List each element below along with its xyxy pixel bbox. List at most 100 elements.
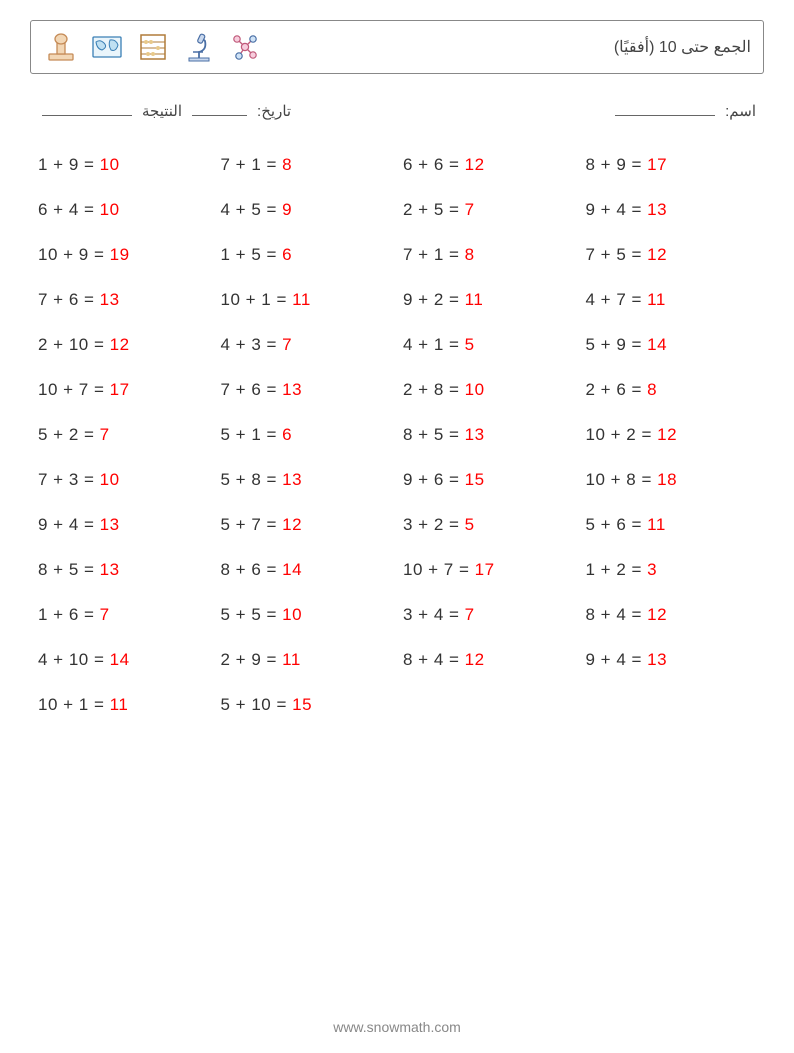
problem-answer: 10 bbox=[282, 605, 302, 624]
problem-expression: 10 + 7 = bbox=[403, 560, 475, 579]
problem-cell: 10 + 7 = 17 bbox=[38, 367, 209, 412]
problem-answer: 8 bbox=[465, 245, 475, 264]
problem-expression: 2 + 10 = bbox=[38, 335, 110, 354]
meta-name: اسم: bbox=[611, 102, 756, 120]
problem-answer: 3 bbox=[647, 560, 657, 579]
problem-expression: 4 + 3 = bbox=[221, 335, 283, 354]
problem-cell: 1 + 9 = 10 bbox=[38, 142, 209, 187]
problem-cell bbox=[586, 682, 757, 727]
problem-answer: 10 bbox=[100, 470, 120, 489]
problem-answer: 8 bbox=[282, 155, 292, 174]
problem-answer: 12 bbox=[465, 155, 485, 174]
problem-answer: 12 bbox=[110, 335, 130, 354]
problem-cell: 4 + 7 = 11 bbox=[586, 277, 757, 322]
score-blank[interactable] bbox=[42, 102, 132, 116]
problem-answer: 7 bbox=[100, 605, 110, 624]
problem-expression: 7 + 6 = bbox=[221, 380, 283, 399]
footer-url: www.snowmath.com bbox=[0, 1019, 794, 1035]
problem-answer: 17 bbox=[647, 155, 667, 174]
problem-answer: 14 bbox=[282, 560, 302, 579]
problem-cell: 10 + 2 = 12 bbox=[586, 412, 757, 457]
problem-answer: 10 bbox=[100, 155, 120, 174]
problem-cell: 8 + 9 = 17 bbox=[586, 142, 757, 187]
problem-expression: 1 + 2 = bbox=[586, 560, 648, 579]
problem-cell: 4 + 1 = 5 bbox=[403, 322, 574, 367]
problem-cell: 5 + 2 = 7 bbox=[38, 412, 209, 457]
problem-expression: 10 + 2 = bbox=[586, 425, 658, 444]
problem-expression: 8 + 4 = bbox=[586, 605, 648, 624]
problem-cell: 7 + 1 = 8 bbox=[403, 232, 574, 277]
problem-expression: 5 + 7 = bbox=[221, 515, 283, 534]
problem-answer: 13 bbox=[282, 380, 302, 399]
problem-answer: 13 bbox=[647, 200, 667, 219]
problem-expression: 4 + 10 = bbox=[38, 650, 110, 669]
problem-answer: 12 bbox=[657, 425, 677, 444]
problem-cell: 8 + 5 = 13 bbox=[38, 547, 209, 592]
problem-expression: 5 + 1 = bbox=[221, 425, 283, 444]
problem-expression: 5 + 9 = bbox=[586, 335, 648, 354]
problems-grid: 1 + 9 = 107 + 1 = 86 + 6 = 128 + 9 = 176… bbox=[30, 142, 764, 727]
problem-expression: 5 + 2 = bbox=[38, 425, 100, 444]
problem-expression: 9 + 2 = bbox=[403, 290, 465, 309]
problem-answer: 14 bbox=[647, 335, 667, 354]
molecule-icon bbox=[227, 29, 263, 65]
problem-cell: 5 + 5 = 10 bbox=[221, 592, 392, 637]
problem-cell bbox=[403, 682, 574, 727]
problem-cell: 4 + 10 = 14 bbox=[38, 637, 209, 682]
problem-cell: 2 + 8 = 10 bbox=[403, 367, 574, 412]
problem-expression: 7 + 6 = bbox=[38, 290, 100, 309]
problem-answer: 13 bbox=[100, 290, 120, 309]
problem-answer: 13 bbox=[465, 425, 485, 444]
problem-expression: 5 + 10 = bbox=[221, 695, 293, 714]
problem-cell: 5 + 1 = 6 bbox=[221, 412, 392, 457]
problem-answer: 11 bbox=[465, 290, 484, 309]
worksheet-header: الجمع حتى 10 (أفقيًا) bbox=[30, 20, 764, 74]
problem-expression: 5 + 6 = bbox=[586, 515, 648, 534]
score-label: النتيجة bbox=[142, 102, 182, 120]
meta-date-score: تاريخ: النتيجة bbox=[38, 102, 291, 120]
problem-answer: 5 bbox=[465, 515, 475, 534]
problem-cell: 7 + 3 = 10 bbox=[38, 457, 209, 502]
problem-cell: 5 + 7 = 12 bbox=[221, 502, 392, 547]
problem-answer: 10 bbox=[465, 380, 485, 399]
problem-expression: 9 + 4 = bbox=[38, 515, 100, 534]
problem-answer: 17 bbox=[110, 380, 130, 399]
problem-cell: 8 + 5 = 13 bbox=[403, 412, 574, 457]
problem-cell: 9 + 6 = 15 bbox=[403, 457, 574, 502]
problem-expression: 6 + 4 = bbox=[38, 200, 100, 219]
problem-expression: 3 + 4 = bbox=[403, 605, 465, 624]
problem-expression: 4 + 7 = bbox=[586, 290, 648, 309]
problem-cell: 2 + 10 = 12 bbox=[38, 322, 209, 367]
problem-expression: 4 + 5 = bbox=[221, 200, 283, 219]
problem-cell: 3 + 4 = 7 bbox=[403, 592, 574, 637]
problem-answer: 6 bbox=[282, 245, 292, 264]
date-blank[interactable] bbox=[192, 102, 247, 116]
problem-answer: 11 bbox=[647, 515, 666, 534]
problem-cell: 7 + 6 = 13 bbox=[38, 277, 209, 322]
problem-cell: 9 + 4 = 13 bbox=[586, 187, 757, 232]
problem-answer: 12 bbox=[282, 515, 302, 534]
microscope-icon bbox=[181, 29, 217, 65]
problem-cell: 8 + 4 = 12 bbox=[403, 637, 574, 682]
problem-answer: 11 bbox=[110, 695, 129, 714]
problem-answer: 8 bbox=[647, 380, 657, 399]
problem-answer: 11 bbox=[282, 650, 301, 669]
problem-cell: 9 + 2 = 11 bbox=[403, 277, 574, 322]
problem-cell: 5 + 9 = 14 bbox=[586, 322, 757, 367]
problem-answer: 10 bbox=[100, 200, 120, 219]
problem-answer: 7 bbox=[465, 605, 475, 624]
problem-answer: 9 bbox=[282, 200, 292, 219]
problem-cell: 9 + 4 = 13 bbox=[38, 502, 209, 547]
problem-cell: 1 + 2 = 3 bbox=[586, 547, 757, 592]
problem-cell: 2 + 6 = 8 bbox=[586, 367, 757, 412]
problem-cell: 1 + 5 = 6 bbox=[221, 232, 392, 277]
problem-expression: 10 + 1 = bbox=[221, 290, 293, 309]
problem-answer: 18 bbox=[657, 470, 677, 489]
problem-answer: 7 bbox=[100, 425, 110, 444]
problem-cell: 5 + 10 = 15 bbox=[221, 682, 392, 727]
problem-answer: 6 bbox=[282, 425, 292, 444]
problem-expression: 7 + 1 = bbox=[403, 245, 465, 264]
abacus-icon bbox=[135, 29, 171, 65]
problem-expression: 2 + 5 = bbox=[403, 200, 465, 219]
name-blank[interactable] bbox=[615, 102, 715, 116]
